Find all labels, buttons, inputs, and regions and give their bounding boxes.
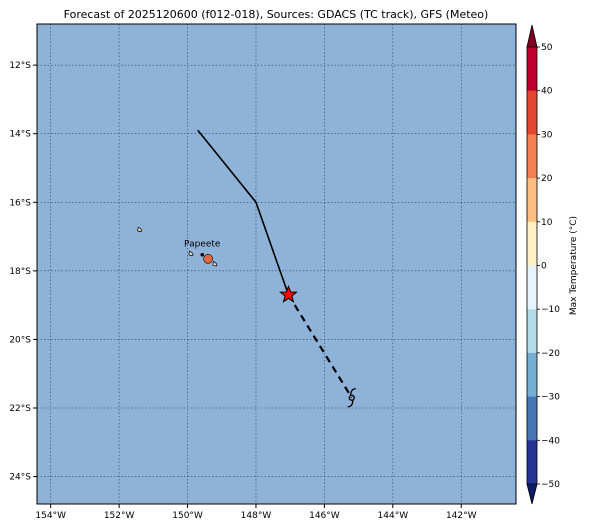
lon-tick-label: 152°W (104, 511, 135, 521)
colorbar-extend-bottom (526, 483, 538, 505)
map-panel[interactable]: 12°S 14°S 16°S 18°S 20°S 22°S 24°S 154°W 152°W 15… (9, 23, 517, 521)
colorbar-tick-label: −10 (541, 305, 560, 315)
lat-tick-label: 24°S (9, 473, 31, 483)
lat-tick-label: 18°S (9, 267, 31, 277)
colorbar-tick-label: −30 (541, 393, 560, 403)
map-frame (36, 23, 517, 505)
colorbar-tick-label: 0 (541, 262, 547, 272)
island-shape (212, 260, 218, 267)
colorbar-segment (527, 265, 537, 310)
ocean-background (37, 24, 516, 504)
track-past-line (197, 129, 290, 296)
colorbar-segment (527, 440, 537, 485)
lat-tick-label: 22°S (9, 404, 31, 414)
lon-tick-label: 146°W (309, 511, 340, 521)
island-tahiti (203, 254, 213, 264)
cyclone-symbol-icon (347, 388, 356, 408)
colorbar-tick-label: 50 (541, 43, 553, 53)
lat-tick-label: 12°S (9, 61, 31, 71)
city-label: Papeete (184, 240, 221, 250)
island-shape (137, 226, 142, 232)
colorbar-tick-label: −50 (541, 480, 560, 490)
island-shape (188, 250, 194, 256)
colorbar-tick-label: 40 (541, 87, 553, 97)
city-marker (200, 252, 205, 257)
lat-tick-label: 14°S (9, 130, 31, 140)
track-forecast-line (287, 294, 353, 399)
colorbar-tick-label: −20 (541, 349, 560, 359)
cyclone-eye (348, 394, 355, 401)
lon-tick-label: 154°W (35, 511, 66, 521)
colorbar-segment (527, 47, 537, 92)
colorbar-segment (527, 221, 537, 266)
cyclone-arm-top (350, 388, 356, 396)
colorbar-title: Max Temperature (°C) (569, 216, 579, 315)
colorbar-tick-label: 20 (541, 174, 553, 184)
colorbar-segment (527, 134, 537, 179)
lat-tick-label: 16°S (9, 198, 31, 208)
cyclone-arm-bottom (347, 400, 354, 408)
colorbar: 50 40 30 20 10 0 −10 −20 −30 −40 −50 Max Temperatur… (526, 24, 579, 505)
colorbar-tick-label: 10 (541, 218, 553, 228)
colorbar-segment (527, 396, 537, 441)
lat-tick-label: 20°S (9, 335, 31, 345)
colorbar-tick-label: −40 (541, 436, 560, 446)
lon-tick-label: 150°W (172, 511, 203, 521)
lon-tick-label: 142°W (446, 511, 477, 521)
lon-tick-label: 148°W (241, 511, 272, 521)
current-position-star-icon (279, 284, 298, 303)
colorbar-segment (527, 309, 537, 354)
map-title: Forecast of 2025120600 (f012-018), Sourc… (63, 8, 489, 21)
colorbar-extend-top (526, 24, 538, 48)
colorbar-segment (527, 90, 537, 135)
colorbar-segment (527, 352, 537, 398)
colorbar-segment (527, 178, 537, 223)
lon-tick-label: 144°W (378, 511, 409, 521)
colorbar-tick-label: 30 (541, 130, 553, 140)
